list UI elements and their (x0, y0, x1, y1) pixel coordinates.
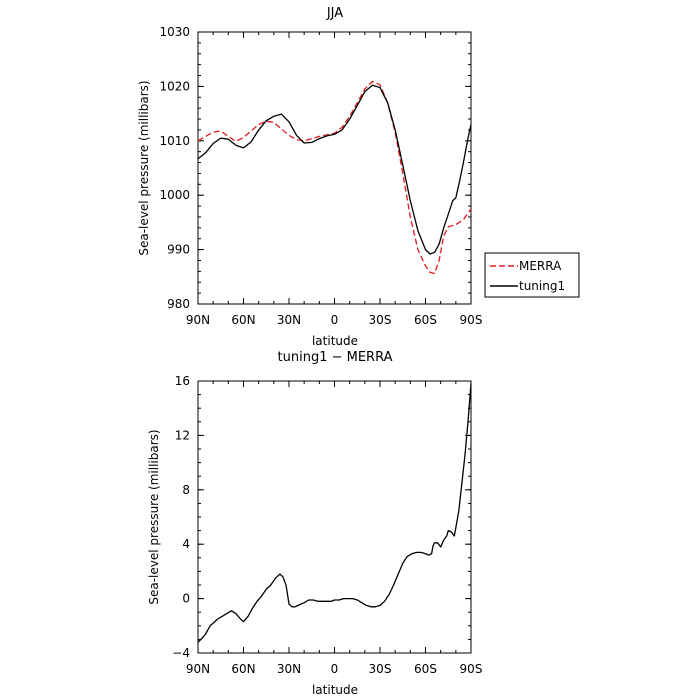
bottom-y-tick-label: −4 (172, 646, 190, 660)
bottom-y-tick-label: 4 (182, 537, 190, 551)
top-y-tick-label: 980 (167, 297, 190, 311)
bottom-chart-title: tuning1 − MERRA (278, 350, 393, 365)
bottom-series-line-diff (197, 383, 472, 643)
top-chart-ylabel: Sea-level pressure (millibars) (137, 80, 151, 255)
top-chart-xlabel: latitude (312, 334, 358, 348)
legend-label-tuning1: tuning1 (519, 279, 565, 293)
top-chart-frame (197, 31, 472, 305)
top-chart-ticks: 90N 60N 30N 0 30S 60S 90S 980 990 1000 1010 1020 103… (159, 25, 482, 327)
bottom-x-tick-label: 30N (277, 662, 301, 676)
top-chart-panel: JJA 90N 60N 30N 0 30S 60S 90S 980 990 1000 1010 102… (137, 6, 482, 348)
bottom-x-tick-label: 60S (414, 662, 437, 676)
bottom-y-tick-label: 12 (175, 428, 190, 442)
top-x-tick-label: 60N (231, 313, 255, 327)
bottom-chart-ticks: 90N 60N 30N 0 30S 60S 90S −4 0 4 8 12 16 (172, 374, 482, 676)
bottom-chart-frame (197, 380, 472, 654)
legend-label-merra: MERRA (519, 259, 562, 273)
top-y-tick-label: 1000 (159, 188, 190, 202)
top-chart-title: JJA (326, 6, 343, 21)
top-x-tick-label: 30S (369, 313, 392, 327)
top-y-tick-label: 990 (167, 243, 190, 257)
top-y-tick-label: 1010 (159, 134, 190, 148)
legend-box (484, 252, 580, 298)
bottom-chart-series (197, 383, 472, 643)
top-chart-series (197, 80, 472, 275)
top-x-tick-label: 90S (460, 313, 483, 327)
legend: MERRA tuning1 (484, 252, 580, 298)
bottom-x-tick-label: 30S (369, 662, 392, 676)
bottom-y-tick-label: 16 (175, 374, 190, 388)
bottom-x-tick-label: 90S (460, 662, 483, 676)
top-x-tick-label: 90N (186, 313, 210, 327)
top-series-line-merra (197, 80, 472, 275)
top-y-tick-label: 1020 (159, 79, 190, 93)
bottom-y-tick-label: 0 (182, 592, 190, 606)
bottom-chart-xlabel: latitude (312, 683, 358, 697)
bottom-chart-ylabel: Sea-level pressure (millibars) (147, 429, 161, 604)
top-x-tick-label: 60S (414, 313, 437, 327)
bottom-chart-panel: tuning1 − MERRA 90N 60N 30N 0 30S 60S 90S −4 0 4 8… (147, 350, 482, 697)
bottom-x-tick-label: 90N (186, 662, 210, 676)
bottom-y-tick-label: 8 (182, 483, 190, 497)
top-y-tick-label: 1030 (159, 25, 190, 39)
bottom-x-tick-label: 60N (231, 662, 255, 676)
top-series-line-tuning1 (197, 84, 472, 255)
bottom-x-tick-label: 0 (331, 662, 339, 676)
top-x-tick-label: 30N (277, 313, 301, 327)
top-x-tick-label: 0 (331, 313, 339, 327)
